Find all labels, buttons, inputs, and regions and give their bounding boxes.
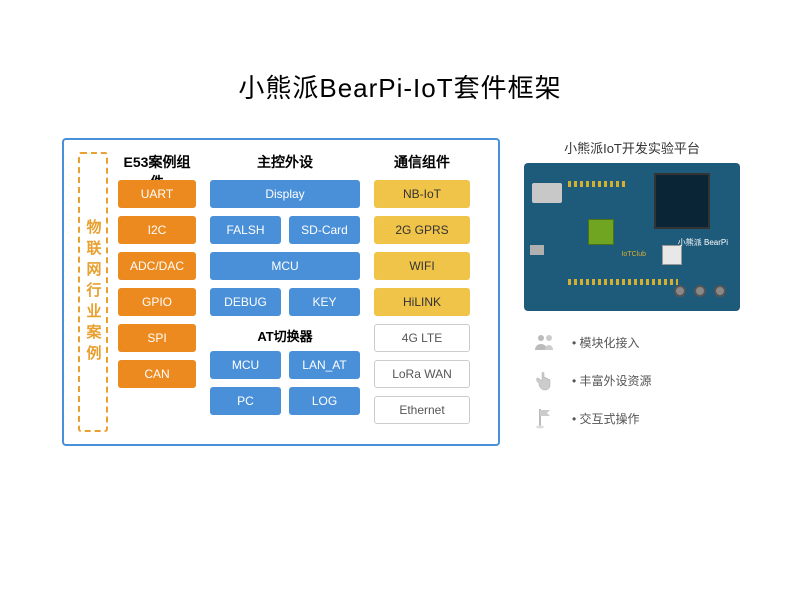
platform-title: 小熊派IoT开发实验平台 [564, 138, 700, 157]
box-lanat: LAN_AT [289, 351, 360, 379]
chip2-icon [662, 245, 682, 265]
mainctrl-column: 主控外设 Display FALSH SD-Card MCU DEBUG KEY… [206, 152, 364, 432]
e53-adcdac: ADC/DAC [118, 252, 196, 280]
comm-header: 通信组件 [394, 152, 450, 170]
lcd-icon [654, 173, 710, 229]
pins-bottom-icon [568, 279, 678, 285]
box-hilink: HiLINK [374, 288, 470, 316]
e53-can: CAN [118, 360, 196, 388]
box-2ggprs: 2G GPRS [374, 216, 470, 244]
board-btn-icon [674, 285, 686, 297]
feature-item: • 丰富外设资源 [524, 369, 740, 391]
page-title: 小熊派BearPi-IoT套件框架 [0, 0, 800, 105]
box-ethernet: Ethernet [374, 396, 470, 424]
feature-text: • 丰富外设资源 [572, 372, 652, 389]
e53-gpio: GPIO [118, 288, 196, 316]
box-4glte: 4G LTE [374, 324, 470, 352]
box-lorawan: LoRa WAN [374, 360, 470, 388]
box-mcu: MCU [210, 252, 360, 280]
box-log: LOG [289, 387, 360, 415]
features-list: • 模块化接入 • 丰富外设资源 • 交互式操作 [524, 331, 740, 445]
usb-icon [530, 245, 544, 255]
e53-uart: UART [118, 180, 196, 208]
board-brand: 小熊派 BearPi [678, 237, 728, 248]
box-debug: DEBUG [210, 288, 281, 316]
right-panel: 小熊派IoT开发实验平台 小熊派 BearPi IoTClub • 模块化接 [524, 138, 740, 446]
hand-icon [532, 369, 558, 391]
at-header: AT切换器 [257, 326, 312, 345]
box-pc: PC [210, 387, 281, 415]
comm-column: 通信组件 NB-IoT 2G GPRS WIFI HiLINK 4G LTE L… [374, 152, 470, 432]
feature-item: • 模块化接入 [524, 331, 740, 353]
box-sdcard: SD-Card [289, 216, 360, 244]
iot-case-label: 物联网行业案例 [83, 219, 104, 366]
feature-text: • 模块化接入 [572, 334, 640, 351]
e53-i2c: I2C [118, 216, 196, 244]
box-at-mcu: MCU [210, 351, 281, 379]
architecture-diagram: 物联网行业案例 E53案例组件 UART I2C ADC/DAC GPIO SP… [62, 138, 500, 446]
pins-top-icon [568, 181, 628, 187]
main-layout: 物联网行业案例 E53案例组件 UART I2C ADC/DAC GPIO SP… [62, 138, 740, 446]
feature-text: • 交互式操作 [572, 410, 640, 427]
board-buttons [674, 285, 726, 297]
board-btn-icon [694, 285, 706, 297]
connector-icon [532, 183, 562, 203]
board-btn-icon [714, 285, 726, 297]
box-nbiot: NB-IoT [374, 180, 470, 208]
e53-column: E53案例组件 UART I2C ADC/DAC GPIO SPI CAN [118, 152, 196, 432]
box-key: KEY [289, 288, 360, 316]
flag-icon [532, 407, 558, 429]
users-icon [532, 331, 558, 353]
board-sub: IoTClub [621, 251, 646, 258]
chip-icon [588, 219, 614, 245]
box-flash: FALSH [210, 216, 281, 244]
e53-spi: SPI [118, 324, 196, 352]
iot-case-column: 物联网行业案例 [78, 152, 108, 432]
board-illustration: 小熊派 BearPi IoTClub [524, 163, 740, 311]
feature-item: • 交互式操作 [524, 407, 740, 429]
e53-header: E53案例组件 [118, 152, 196, 170]
box-wifi: WIFI [374, 252, 470, 280]
mainctrl-header: 主控外设 [257, 152, 313, 170]
box-display: Display [210, 180, 360, 208]
